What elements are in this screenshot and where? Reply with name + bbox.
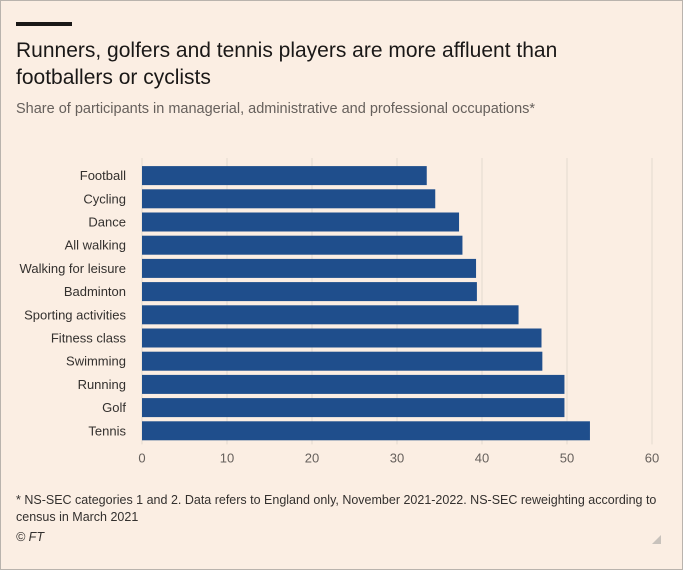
bar [142, 398, 565, 418]
x-tick-label: 10 [220, 450, 234, 465]
bar [142, 282, 477, 302]
bar [142, 421, 590, 441]
category-label: All walking [65, 238, 126, 253]
chart-title: Runners, golfers and tennis players are … [16, 39, 558, 89]
bar [142, 189, 436, 209]
category-label: Football [80, 168, 126, 183]
bar [142, 305, 519, 325]
header-accent-bar [16, 22, 72, 26]
bar [142, 258, 477, 278]
bar [142, 328, 542, 348]
category-label: Cycling [83, 191, 126, 206]
bar-chart: 0 10 20 30 40 50 60 Football Cycling Dance All wal… [20, 158, 659, 465]
category-label: Tennis [88, 423, 126, 438]
footnote: * NS-SEC categories 1 and 2. Data refers… [16, 493, 657, 524]
bar [142, 212, 460, 232]
category-label: Walking for leisure [20, 261, 126, 276]
bar [142, 166, 427, 186]
bar [142, 374, 565, 394]
x-tick-label: 60 [645, 450, 659, 465]
category-label: Running [78, 377, 126, 392]
category-label: Badminton [64, 284, 126, 299]
category-label: Dance [88, 215, 126, 230]
category-label: Fitness class [51, 331, 127, 346]
category-label: Golf [102, 400, 126, 415]
category-label: Sporting activities [24, 307, 126, 322]
x-tick-label: 20 [305, 450, 319, 465]
bar [142, 351, 543, 371]
resize-corner-icon [652, 535, 661, 544]
source-credit: © FT [16, 530, 44, 544]
x-tick-label: 30 [390, 450, 404, 465]
x-tick-label: 50 [560, 450, 574, 465]
chart-subtitle: Share of participants in managerial, adm… [16, 101, 536, 117]
x-tick-label: 40 [475, 450, 489, 465]
x-tick-label: 0 [138, 450, 145, 465]
bar [142, 235, 463, 255]
category-label: Swimming [66, 354, 126, 369]
